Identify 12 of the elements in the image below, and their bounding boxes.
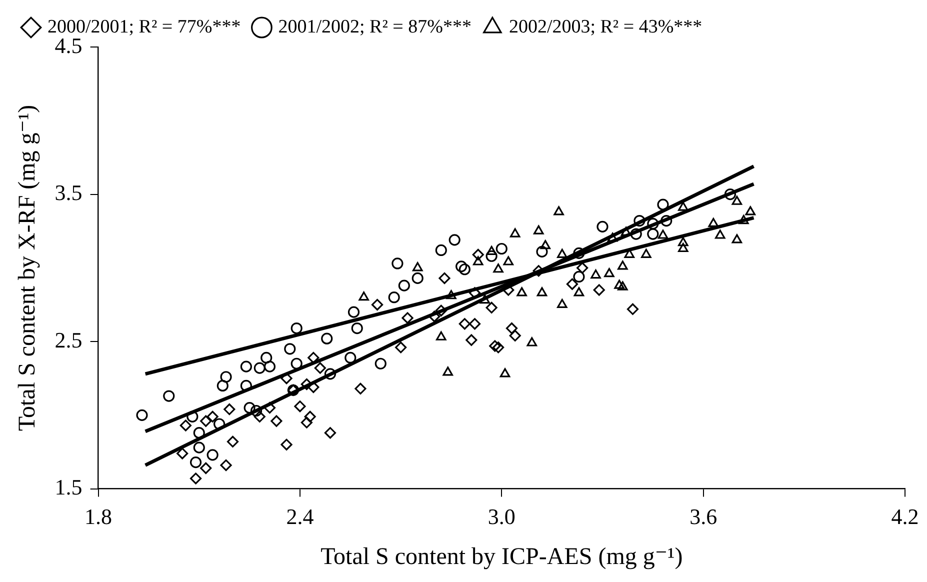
y-tick-label: 1.5 <box>54 474 82 500</box>
legend-label: 2001/2002; R² = 87%*** <box>278 16 472 38</box>
x-tick-label: 3.0 <box>488 504 516 529</box>
x-axis-title: Total S content by ICP-AES (mg g⁻¹) <box>320 544 683 570</box>
y-axis-title: Total S content by X-RF (mg g⁻¹) <box>14 104 41 431</box>
x-tick-label: 1.8 <box>84 504 112 529</box>
x-tick-label: 3.6 <box>690 504 718 529</box>
x-tick-label: 4.2 <box>891 504 919 529</box>
y-tick-label: 2.5 <box>54 327 82 352</box>
y-tick-label: 3.5 <box>54 180 82 206</box>
x-tick-label: 2.4 <box>286 504 314 529</box>
legend-label: 2002/2003; R² = 43%*** <box>508 16 702 38</box>
